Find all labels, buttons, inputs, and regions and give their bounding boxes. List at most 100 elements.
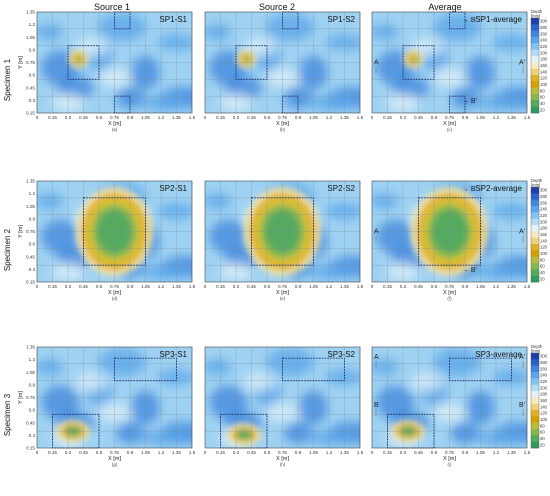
- colorbar-swatch: [531, 391, 539, 398]
- x-tick-label: 1.35: [507, 284, 516, 289]
- defect-zone-1: [251, 197, 314, 266]
- colorbar-title: Depth: [531, 9, 543, 14]
- row-header-2: Specimen 2: [3, 228, 12, 271]
- colorbar-tick-label: 100: [540, 251, 548, 256]
- x-tick-label: 0.3: [65, 450, 72, 455]
- colorbar-tick-label: 200: [540, 385, 548, 390]
- y-tick-label: 1.05: [26, 370, 35, 375]
- defect-zone-2: [67, 45, 100, 80]
- x-tick-label: 1.35: [507, 450, 516, 455]
- y-tick-label: 0.75: [26, 60, 35, 65]
- y-tick-label: 0.45: [26, 420, 35, 425]
- x-tick-label: 0: [36, 115, 39, 120]
- colorbar-swatch: [531, 37, 539, 44]
- x-tick-label: 1.5: [524, 115, 531, 120]
- x-tick-label: 0.75: [110, 284, 119, 289]
- y-tick-label: 1.35: [26, 179, 35, 184]
- y-tick-label: 0.15: [26, 446, 35, 451]
- x-tick-label: 0: [36, 450, 39, 455]
- colorbar-tick-label: 160: [540, 63, 548, 68]
- colorbar-tick-label: 40: [540, 101, 545, 106]
- panel-title: SP3-S1: [159, 350, 187, 359]
- x-tick-label: 0.75: [445, 115, 454, 120]
- colorbar-swatch: [531, 43, 539, 50]
- x-tick-label: 0.45: [247, 450, 256, 455]
- colorbar-tick-label: 240: [540, 373, 548, 378]
- column-header-3: Average: [428, 2, 461, 12]
- x-tick-label: 0: [36, 284, 39, 289]
- panel-title: SP3-S2: [327, 350, 355, 359]
- colorbar-swatch: [531, 49, 539, 57]
- x-tick-label: 0.75: [110, 450, 119, 455]
- panel-frame: [36, 180, 193, 283]
- colorbar-swatch: [531, 199, 539, 207]
- x-tick-label: 1.5: [189, 284, 196, 289]
- x-tick-label: 1.05: [309, 115, 318, 120]
- colorbar-swatch: [531, 24, 539, 31]
- defect-zone-2: [220, 413, 268, 449]
- y-tick-label: 0.9: [29, 47, 36, 52]
- y-axis-label: Y [m]: [18, 225, 24, 238]
- x-tick-label: 0.6: [96, 450, 103, 455]
- x-tick-label: 0.15: [48, 284, 57, 289]
- panel-title-box: SP2-average: [475, 184, 522, 193]
- x-tick-label: 0.15: [48, 115, 57, 120]
- colorbar-swatch: [531, 359, 539, 366]
- x-tick-label: 0.75: [445, 450, 454, 455]
- defect-zone-1: [114, 11, 131, 30]
- x-tick-label: 1.35: [340, 450, 349, 455]
- panel-sublabel: (e): [280, 296, 286, 301]
- colorbar-tick-label: 100: [540, 82, 548, 87]
- panel-title-box: SP2-S2: [327, 184, 355, 193]
- colorbar-swatch: [531, 256, 539, 264]
- panel-sublabel: (a): [112, 127, 118, 132]
- colorbar-tick-label: 180: [540, 57, 548, 62]
- y-axis-label: Y [m]: [18, 391, 24, 404]
- row-headers: Specimen 1 Specimen 2 Specimen 3: [3, 58, 12, 436]
- x-tick-label: 0.9: [295, 450, 302, 455]
- panel-frame: [204, 11, 361, 114]
- x-tick-label: 0.9: [462, 450, 469, 455]
- x-tick-label: 1.2: [493, 115, 500, 120]
- x-tick-label: 0.3: [400, 450, 407, 455]
- y-tick-label: 1.05: [26, 204, 35, 209]
- x-tick-label: 0.3: [233, 115, 240, 120]
- heatmap-panel-8: SP3-S2 0 0.15 0.3 0.45 0.6 0.75 0.9 1.05 1.2 1.35 1…: [204, 346, 364, 467]
- heatmap-panel-2: SP1-S2 0 0.15 0.3 0.45 0.6 0.75 0.9 1.05 1.2 1.35 1…: [204, 11, 364, 132]
- x-tick-label: 0.6: [96, 115, 103, 120]
- heatmap-panel-1: SP1-S10 0.15 0.3 0.45 0.6 0.75 0.9 1.05 1.2 1.35 1…: [18, 10, 196, 133]
- row-header-3: Specimen 3: [3, 393, 12, 436]
- section-label: B': [519, 402, 525, 409]
- column-header-2: Source 2: [259, 2, 295, 12]
- colorbar-tick-label: 280: [540, 25, 548, 30]
- heatmap-panel-4: SP2-S10 0.15 0.3 0.45 0.6 0.75 0.9 1.05 1.2 1.35 1…: [18, 179, 196, 302]
- defect-zone-2: [235, 45, 268, 80]
- panel-title-box: SP3-S1: [159, 350, 187, 359]
- panel-title-box: SP3-S2: [327, 350, 355, 359]
- colorbar-swatch: [531, 237, 539, 245]
- x-tick-label: 1.35: [172, 115, 181, 120]
- colorbar-tick-label: 40: [540, 270, 545, 275]
- colorbar-tick-label: 280: [540, 194, 548, 199]
- defect-zone-1: [282, 11, 299, 30]
- panel-sublabel: (b): [280, 127, 286, 132]
- x-tick-label: 0.9: [462, 284, 469, 289]
- panel-title: SP3-average: [475, 350, 522, 359]
- y-tick-label: 0.9: [29, 382, 36, 387]
- heatmap-panel-3: SP1-average 0 0.15 0.3 0.45 0.6 0.75 0.9 1.05 1.2…: [371, 11, 531, 132]
- colorbar-tick-label: 80: [540, 88, 545, 93]
- colorbar-tick-label: 160: [540, 398, 548, 403]
- colorbar-tick-label: 100: [540, 417, 548, 422]
- x-tick-label: 0.15: [48, 450, 57, 455]
- colorbar-tick-label: 120: [540, 245, 548, 250]
- x-tick-label: 0.15: [216, 450, 225, 455]
- colorbar-unit: [mm]: [531, 183, 540, 188]
- x-axis-label: X [m]: [443, 290, 456, 296]
- colorbars: Depth[mm]3002802602402202001801601401201…: [530, 9, 548, 449]
- y-tick-label: 0.15: [26, 280, 35, 285]
- panel-frame: [36, 11, 193, 114]
- x-tick-label: 1.05: [141, 450, 150, 455]
